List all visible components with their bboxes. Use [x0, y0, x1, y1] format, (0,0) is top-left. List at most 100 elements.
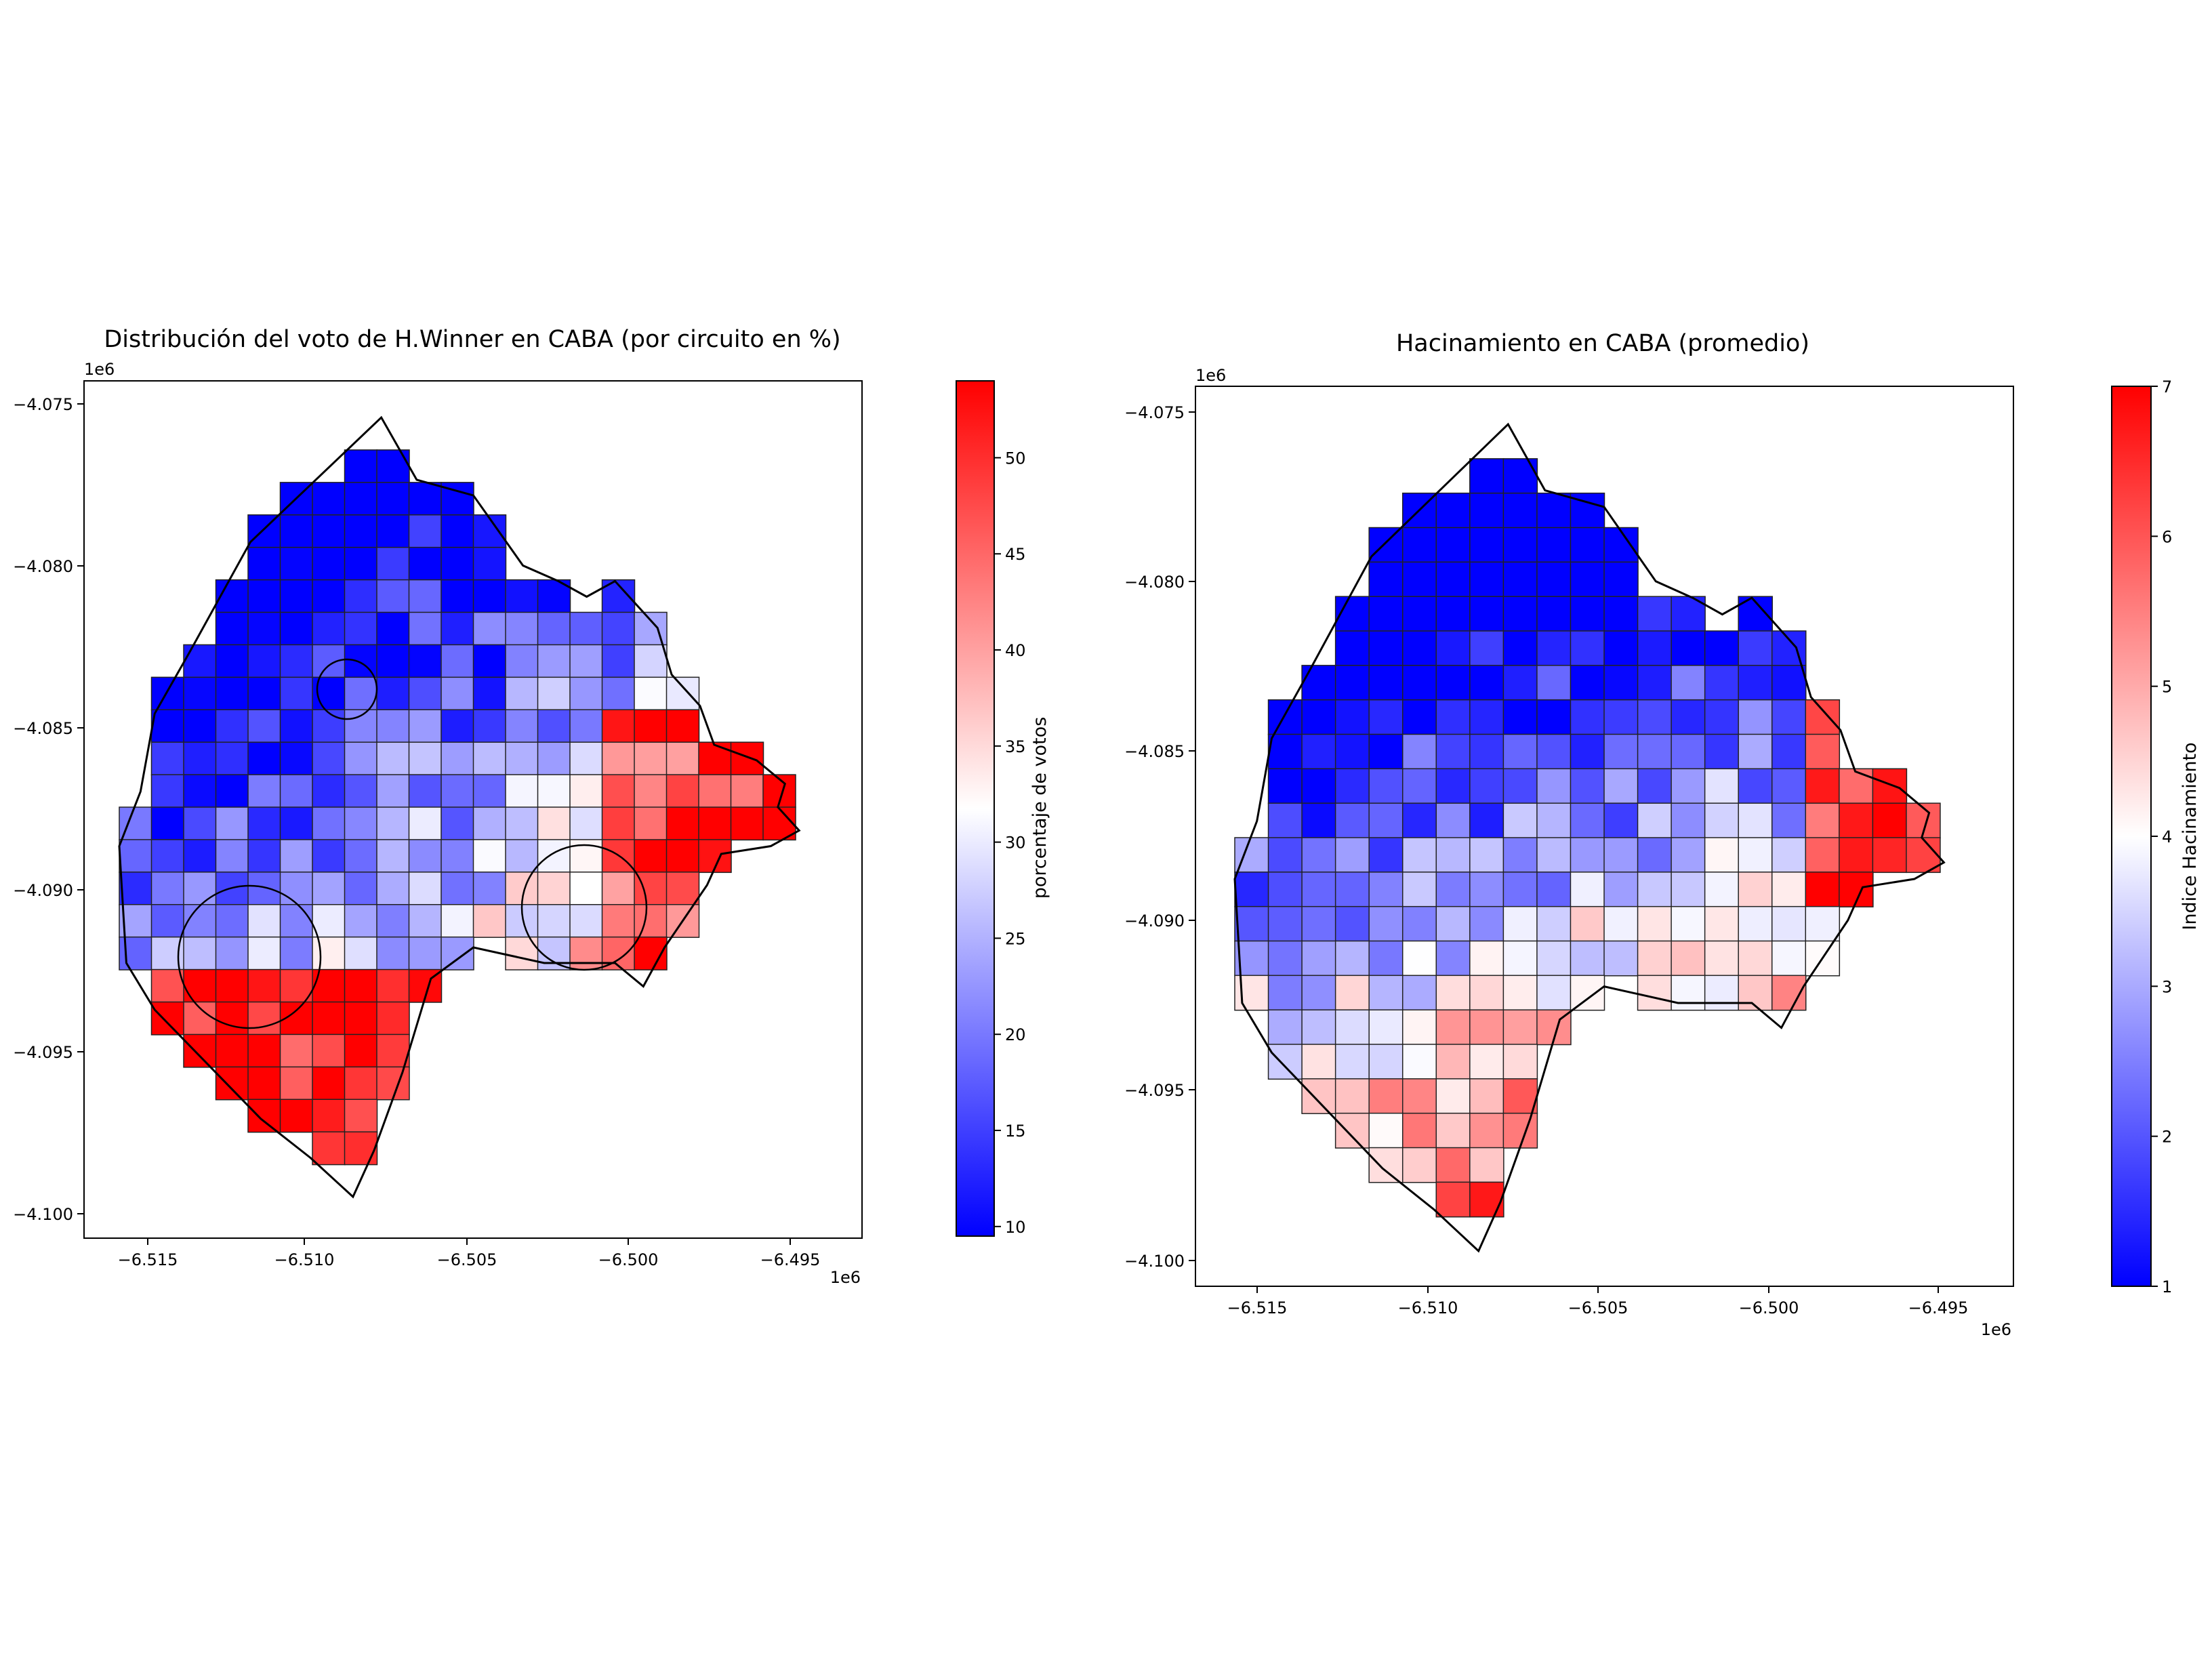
map-region: [1570, 596, 1605, 632]
map-region: [1301, 872, 1336, 907]
colorbar-tick-label: 30: [1005, 834, 1026, 853]
map-region: [1368, 561, 1404, 598]
right-y-axis: −4.075 −4.080 −4.085 −4.090 −4.095 −4.100: [1124, 403, 1195, 1271]
left-colorbar-ticks: 10 15 20 25 30 35 40 45 50: [994, 449, 1026, 1237]
map-region: [344, 968, 378, 1003]
map-region: [634, 676, 668, 711]
map-region: [376, 936, 410, 970]
map-region: [441, 872, 474, 906]
map-region: [215, 1001, 249, 1036]
map-region: [1401, 1044, 1437, 1080]
map-region: [247, 839, 281, 874]
map-region: [1469, 665, 1504, 701]
map-region: [376, 1033, 410, 1068]
right-map-regions: [1233, 422, 1946, 1253]
map-region: [472, 839, 507, 874]
map-region: [376, 1066, 410, 1101]
map-region: [1368, 630, 1404, 667]
y-tick-label: −4.085: [1124, 742, 1185, 761]
map-region: [408, 741, 443, 776]
map-region: [1771, 872, 1807, 907]
map-region: [698, 806, 732, 841]
map-region: [279, 904, 314, 938]
map-region: [1603, 837, 1639, 874]
map-region: [665, 676, 700, 711]
map-region: [1334, 1078, 1370, 1114]
map-region: [1502, 458, 1538, 494]
map-region: [312, 904, 346, 938]
map-region: [1637, 940, 1673, 977]
map-region: [601, 806, 636, 841]
map-region: [1334, 837, 1370, 874]
map-region: [1536, 699, 1572, 735]
map-region: [376, 806, 410, 841]
map-region: [1401, 1009, 1437, 1046]
map-region: [1738, 699, 1773, 735]
map-region: [505, 644, 539, 678]
map-region: [1603, 561, 1639, 598]
map-region: [344, 1033, 378, 1068]
map-region: [376, 514, 410, 548]
city-outline: [1233, 422, 1946, 1253]
map-region: [1368, 975, 1404, 1011]
map-region: [247, 709, 281, 743]
map-region: [1738, 802, 1773, 839]
map-region: [537, 741, 571, 776]
right-axes-frame: [1195, 386, 2014, 1287]
map-region: [215, 644, 249, 678]
x-tick-label: −6.500: [1739, 1298, 1799, 1317]
map-region: [408, 644, 443, 678]
map-region: [279, 741, 314, 776]
map-region: [150, 872, 185, 906]
map-region: [505, 741, 539, 776]
map-region: [1267, 975, 1303, 1011]
map-region: [183, 968, 217, 1003]
right-colorbar: [2111, 386, 2152, 1287]
right-map-panel: Hacinamiento en CABA (promedio) −4.075−4…: [1124, 330, 2200, 1339]
map-region: [1704, 975, 1740, 1011]
map-region: [1570, 699, 1605, 735]
map-region: [1334, 905, 1370, 942]
map-region: [1334, 665, 1370, 701]
map-region: [441, 676, 474, 711]
map-region: [247, 968, 281, 1003]
map-region: [1805, 802, 1841, 839]
map-region: [1570, 527, 1605, 563]
map-region: [1805, 768, 1841, 804]
map-region: [247, 611, 281, 646]
map-region: [1435, 768, 1471, 804]
map-region: [1637, 872, 1673, 907]
map-region: [1805, 905, 1841, 942]
map-region: [1502, 837, 1538, 874]
map-region: [312, 1066, 346, 1101]
map-region: [312, 1001, 346, 1036]
map-region: [1771, 940, 1807, 977]
map-region: [1671, 768, 1706, 804]
map-region: [569, 611, 603, 646]
map-region: [1839, 768, 1874, 804]
map-region: [1435, 872, 1471, 907]
map-region: [150, 904, 185, 938]
map-region: [1469, 1009, 1504, 1046]
map-region: [1368, 905, 1404, 942]
map-region: [1502, 1044, 1538, 1080]
map-region: [1536, 837, 1572, 874]
map-region: [1435, 1112, 1471, 1149]
map-region: [1368, 596, 1404, 632]
map-region: [537, 611, 571, 646]
map-region: [247, 579, 281, 613]
map-region: [376, 839, 410, 874]
map-region: [505, 579, 539, 613]
map-region: [441, 709, 474, 743]
map-region: [312, 936, 346, 970]
map-region: [569, 741, 603, 776]
map-region: [1704, 872, 1740, 907]
map-region: [1771, 699, 1807, 735]
map-region: [183, 872, 217, 906]
y-tick-label: −4.075: [13, 395, 73, 414]
map-region: [1469, 975, 1504, 1011]
y-tick-label: −4.095: [13, 1043, 73, 1062]
map-region: [1570, 975, 1605, 1011]
map-region: [1401, 1078, 1437, 1114]
colorbar-tick-label: 1: [2162, 1277, 2172, 1296]
